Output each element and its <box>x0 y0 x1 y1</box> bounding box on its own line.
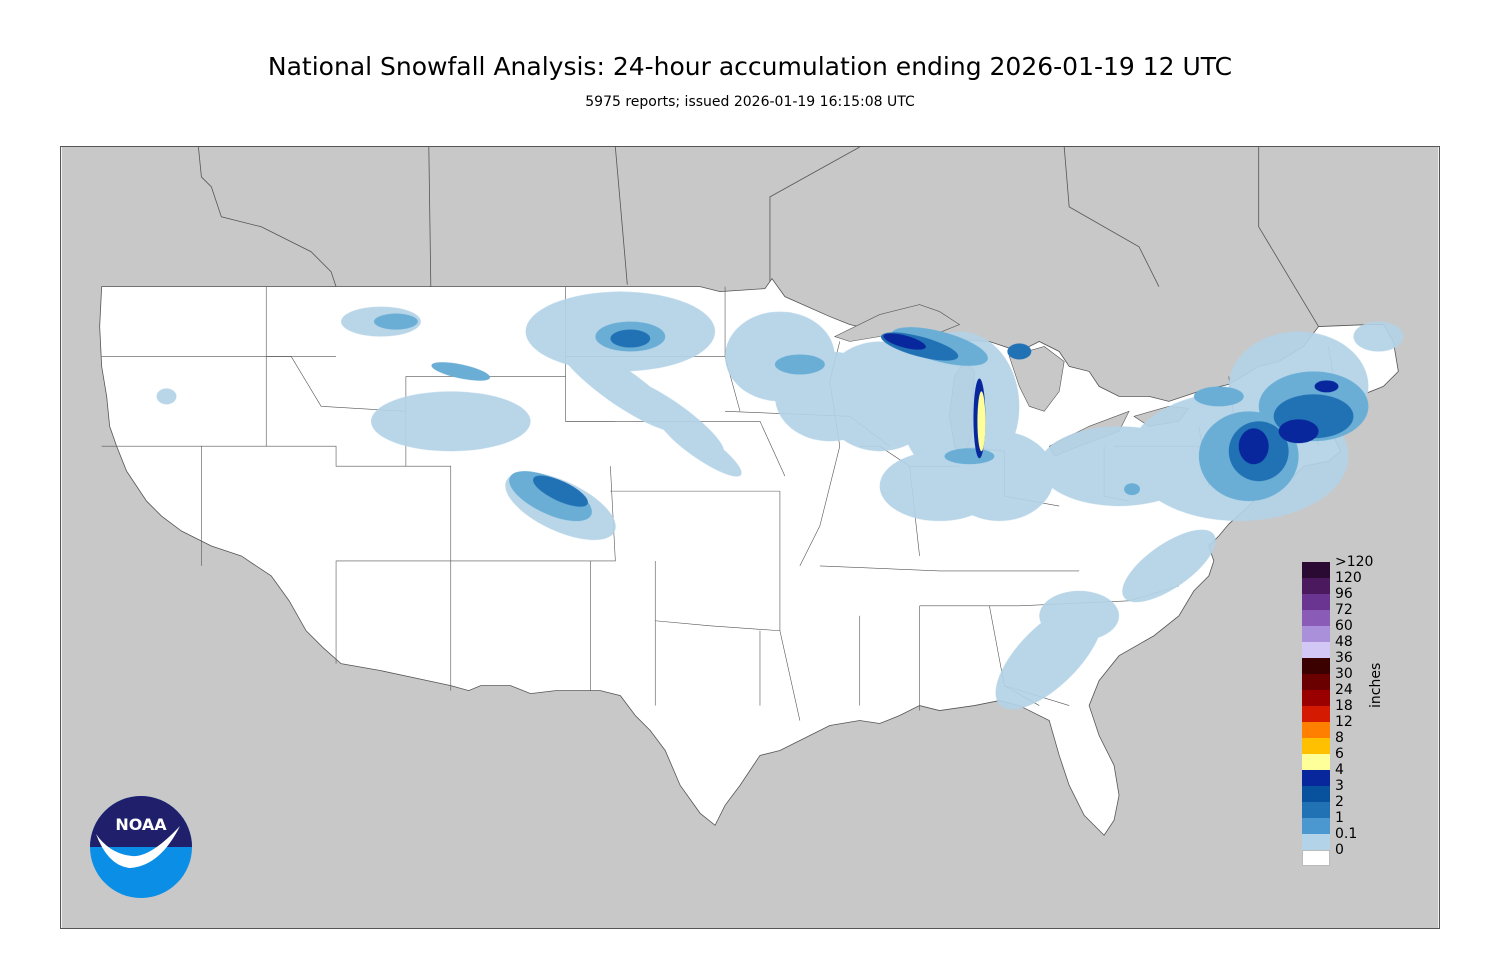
legend-label: 2 <box>1335 794 1344 810</box>
legend-swatch <box>1302 818 1330 834</box>
colorbar-legend <box>1302 562 1330 874</box>
legend-label: 72 <box>1335 602 1353 618</box>
legend-swatch <box>1302 610 1330 626</box>
legend-label: 0.1 <box>1335 826 1358 842</box>
snowfall-6in <box>977 391 986 452</box>
legend-swatch <box>1302 578 1330 594</box>
legend-label: 3 <box>1335 778 1344 794</box>
legend-label: 120 <box>1335 570 1362 586</box>
legend-swatch <box>1302 626 1330 642</box>
legend-swatch <box>1302 722 1330 738</box>
legend-swatch <box>1302 834 1330 850</box>
page-title: National Snowfall Analysis: 24-hour accu… <box>267 52 1233 81</box>
legend-label: 12 <box>1335 714 1353 730</box>
legend-label: 1 <box>1335 810 1344 826</box>
legend-label: 8 <box>1335 730 1344 746</box>
legend-label: 24 <box>1335 682 1353 698</box>
legend-swatch <box>1302 802 1330 818</box>
legend-swatch <box>1302 850 1330 866</box>
legend-label: 96 <box>1335 586 1353 602</box>
international-boundaries <box>198 147 1319 327</box>
legend-label: 18 <box>1335 698 1353 714</box>
noaa-logo: NOAA <box>90 796 192 898</box>
legend-swatch <box>1302 658 1330 674</box>
legend-swatch <box>1302 786 1330 802</box>
legend-label: 0 <box>1335 842 1344 858</box>
legend-swatch <box>1302 562 1330 578</box>
legend-label: 36 <box>1335 650 1353 666</box>
snowfall-map <box>60 146 1440 929</box>
legend-swatch <box>1302 674 1330 690</box>
legend-label: 60 <box>1335 618 1353 634</box>
legend-label: >120 <box>1335 554 1374 570</box>
legend-swatch <box>1302 594 1330 610</box>
legend-swatch <box>1302 690 1330 706</box>
page-subtitle: 5975 reports; issued 2026-01-19 16:15:08… <box>585 94 915 110</box>
legend-swatch <box>1302 738 1330 754</box>
legend-swatch <box>1302 770 1330 786</box>
legend-swatch <box>1302 642 1330 658</box>
legend-label: 48 <box>1335 634 1353 650</box>
noaa-logo-text: NOAA <box>115 815 167 834</box>
legend-label: 6 <box>1335 746 1344 762</box>
legend-label: 30 <box>1335 666 1353 682</box>
legend-swatch <box>1302 754 1330 770</box>
legend-label: 4 <box>1335 762 1344 778</box>
legend-swatch <box>1302 706 1330 722</box>
legend-units-label: inches <box>1368 662 1384 708</box>
